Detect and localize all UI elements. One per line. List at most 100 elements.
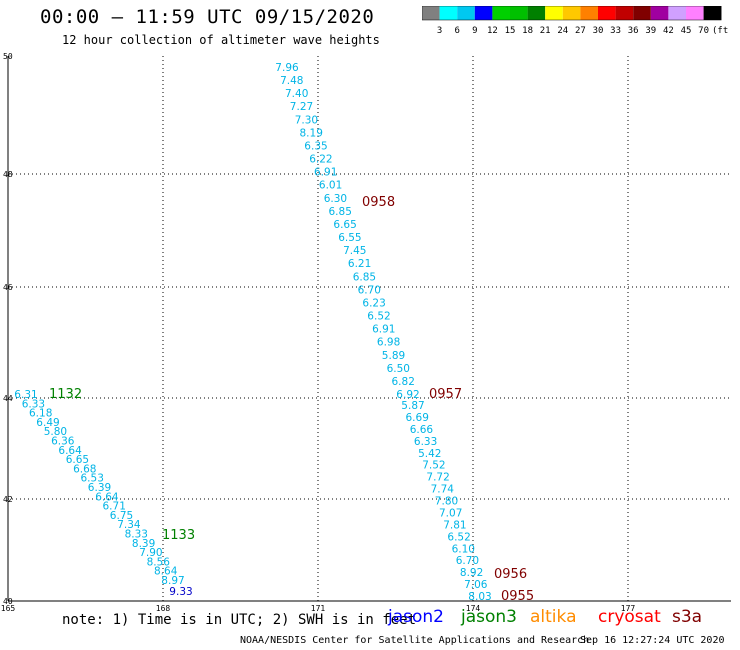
pass-time-label: 0958: [362, 195, 395, 210]
colorbar-label: 15: [505, 26, 516, 36]
pass-time-label: 1132: [49, 387, 82, 402]
colorbar-swatch: [422, 6, 440, 20]
wave-height-point: 6.10: [452, 543, 475, 555]
wave-height-point: 9.33: [169, 586, 192, 598]
colorbar-label: 30: [593, 26, 604, 36]
pass-time-label: 0957: [429, 387, 462, 402]
latitude-label: 50: [3, 52, 13, 61]
longitude-label: 174: [466, 604, 481, 613]
wave-height-point: 6.30: [324, 193, 347, 205]
pass-time-label: 1133: [162, 528, 195, 543]
latitude-label: 48: [3, 170, 13, 179]
legend-jason3: jason3: [461, 607, 517, 627]
wave-height-point: 6.69: [406, 412, 429, 424]
wave-height-point: 6.22: [309, 154, 332, 166]
colorbar-swatch: [439, 6, 458, 20]
wave-height-point: 6.85: [329, 206, 352, 218]
colorbar-label: 36: [628, 26, 639, 36]
wave-height-point: 6.71: [103, 501, 126, 513]
note-text: note: 1) Time is in UTC; 2) SWH is in fe…: [62, 612, 417, 628]
latitude-label: 44: [3, 394, 13, 403]
colorbar-swatch: [545, 6, 563, 20]
colorbar-label: 33: [610, 26, 621, 36]
wave-height-point: 6.52: [367, 311, 390, 323]
wave-height-point: 6.92: [396, 389, 419, 401]
wave-height-point: 5.42: [418, 448, 441, 460]
colorbar-swatch: [492, 6, 510, 20]
colorbar-label: 24: [557, 26, 568, 36]
wave-height-point: 5.89: [382, 350, 405, 362]
colorbar-label: 39: [645, 26, 656, 36]
wave-height-point: 6.70: [358, 284, 381, 296]
wave-height-point: 7.48: [280, 75, 303, 87]
colorbar-label: 18: [522, 26, 533, 36]
wave-height-point: 6.36: [51, 436, 75, 448]
wave-height-point: 7.27: [290, 101, 313, 113]
wave-height-point: 7.96: [275, 62, 299, 74]
colorbar-label: 45: [681, 26, 692, 36]
legend-s3a: s3a: [672, 607, 703, 627]
wave-height-point: 8.19: [300, 127, 323, 139]
wave-height-point: 6.55: [338, 232, 361, 244]
generated-timestamp: Sep 16 12:27:24 UTC 2020: [580, 635, 725, 646]
wave-height-point: 6.35: [304, 141, 327, 153]
wave-height-point: 6.23: [362, 297, 385, 309]
wave-height-point: 6.65: [333, 219, 356, 231]
longitude-label: 171: [311, 604, 326, 613]
map-frame: [7, 56, 731, 602]
wave-height-point: 6.52: [447, 531, 470, 543]
colorbar-label: 21: [540, 26, 551, 36]
wave-height-point: 8.64: [154, 566, 178, 578]
wave-height-point: 6.33: [414, 436, 437, 448]
colorbar-swatch: [598, 6, 616, 20]
wave-height-point: 6.91: [314, 167, 337, 179]
latitude-label: 46: [3, 283, 13, 292]
pass-time-labels: 1132 1133 0958 0957 0956 0955: [49, 195, 534, 604]
colorbar-swatch: [510, 6, 528, 20]
wave-height-point: 5.87: [401, 400, 424, 412]
wave-height-point: 8.03: [468, 591, 491, 603]
colorbar-swatch: [527, 6, 546, 20]
credit-text: NOAA/NESDIS Center for Satellite Applica…: [240, 635, 590, 646]
colorbar-label: 27: [575, 26, 586, 36]
colorbar-border: [422, 6, 722, 21]
colorbar-swatch: [580, 6, 598, 20]
wave-height-point: 6.31: [14, 389, 37, 401]
colorbar-label: 12: [487, 26, 498, 36]
latitude-label: 40: [3, 597, 13, 606]
wave-height-point: 7.30: [295, 114, 318, 126]
longitude-label: 177: [621, 604, 636, 613]
wave-height-point: 6.53: [81, 473, 104, 485]
legend-cryosat: cryosat: [598, 607, 661, 627]
pass-time-label: 0956: [494, 567, 527, 582]
wave-height-point: 6.18: [29, 408, 52, 420]
colorbar-swatch: [615, 6, 634, 20]
wave-height-point: 7.90: [139, 547, 162, 559]
colorbar-label: 70: [698, 26, 709, 36]
wave-height-point: 8.56: [147, 556, 171, 568]
wave-height-point: 6.64: [58, 445, 82, 457]
colorbar-swatch: [457, 6, 475, 20]
wave-height-point: 8.92: [460, 567, 483, 579]
map-title: 00:00 — 11:59 UTC 09/15/2020: [40, 6, 375, 28]
colorbar-label: 9: [472, 26, 477, 36]
wave-height-point: 6.21: [348, 258, 371, 270]
wave-height-point: 6.50: [387, 363, 410, 375]
colorbar-label: 3: [437, 26, 442, 36]
wave-height-point: 7.40: [285, 88, 308, 100]
wave-height-point: 8.33: [125, 529, 148, 541]
wave-height-point: 6.64: [95, 491, 119, 503]
wave-height-point: 7.07: [439, 507, 462, 519]
longitude-label: 168: [156, 604, 171, 613]
colorbar-swatch: [686, 6, 704, 20]
wave-height-point: 7.74: [431, 484, 455, 496]
wave-height-point: 7.45: [343, 245, 366, 257]
pass-time-label: 0955: [501, 589, 534, 604]
wave-height-point: 7.80: [435, 496, 458, 508]
wave-height-point: 6.75: [110, 510, 133, 522]
wave-height-point: 6.98: [377, 337, 400, 349]
wave-height-point: 6.01: [319, 180, 342, 192]
